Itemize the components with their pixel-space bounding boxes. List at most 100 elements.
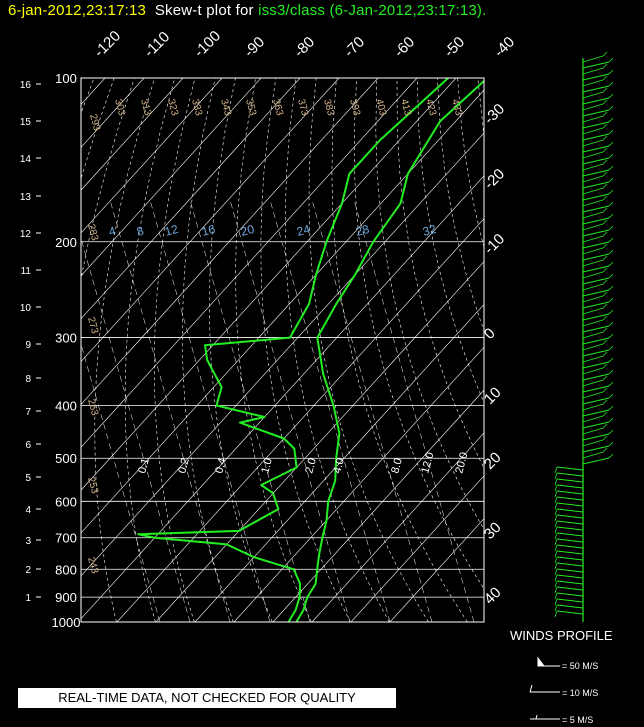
plot-label: Skew-t plot for bbox=[154, 2, 254, 19]
wind-barb-flag bbox=[608, 417, 614, 423]
wind-barb-flag bbox=[608, 69, 614, 75]
wind-barb-flag bbox=[602, 303, 608, 309]
dry-adiabat-line bbox=[579, 78, 644, 622]
wind-barb bbox=[582, 241, 610, 249]
wind-barb bbox=[556, 508, 584, 513]
dry-adiabat-label: 333 bbox=[189, 98, 204, 117]
dry-adiabat-line bbox=[182, 78, 234, 622]
wind-barb bbox=[582, 79, 604, 87]
wind-barb bbox=[556, 604, 584, 609]
wind-barb-flag bbox=[602, 375, 608, 381]
wind-barb-flag bbox=[608, 201, 614, 207]
dry-adiabat-label: 283 bbox=[85, 223, 100, 242]
mixing-ratio-line bbox=[311, 199, 433, 622]
pressure-tick-label: 600 bbox=[55, 494, 77, 509]
wind-barb-flag bbox=[602, 291, 608, 297]
profile-layer bbox=[137, 78, 484, 622]
height-tick-label: 9 bbox=[25, 340, 31, 351]
wind-barb-flag bbox=[608, 453, 614, 459]
wind-barb bbox=[556, 574, 584, 579]
wind-barb bbox=[556, 514, 584, 519]
wind-barb-flag bbox=[602, 231, 608, 237]
wind-barb bbox=[582, 199, 604, 207]
wind-barb-flag bbox=[602, 111, 608, 117]
wind-barb-flag bbox=[554, 580, 558, 588]
wind-barb-flag bbox=[602, 399, 608, 405]
wind-barb bbox=[582, 325, 610, 333]
wind-barb-flag bbox=[554, 592, 558, 600]
isotherm-right-label: -10 bbox=[481, 230, 508, 257]
wind-barb bbox=[582, 433, 610, 441]
wind-barb bbox=[582, 295, 604, 303]
isotherm-right-label: -20 bbox=[481, 165, 508, 192]
dry-adiabat-label: 313 bbox=[138, 98, 153, 117]
wind-barb-flag bbox=[554, 550, 558, 558]
wind-barb bbox=[582, 193, 610, 201]
wind-barb bbox=[556, 562, 584, 567]
wind-barb-flag bbox=[608, 405, 614, 411]
dry-adiabat-line bbox=[538, 78, 644, 622]
wind-barb-flag bbox=[602, 339, 608, 345]
wind-barb bbox=[582, 301, 610, 309]
wind-barb-flag bbox=[602, 159, 608, 165]
pressure-tick-label: 800 bbox=[55, 562, 77, 577]
height-tick-label: 2 bbox=[25, 565, 31, 576]
temperature-profile bbox=[295, 79, 484, 622]
dry-adiabat-line bbox=[477, 78, 484, 136]
isotherm-right-label: 0 bbox=[481, 325, 499, 343]
mixing-ratio-line bbox=[149, 199, 271, 622]
wind-barb-flag bbox=[602, 99, 608, 105]
mixing-ratio-line bbox=[229, 199, 351, 622]
wind-barb bbox=[556, 466, 584, 471]
wind-barb-flag bbox=[602, 351, 608, 357]
dry-adiabat-line bbox=[353, 78, 484, 590]
pressure-tick-label: 700 bbox=[55, 531, 77, 546]
height-tick-label: 14 bbox=[20, 154, 32, 165]
wind-legend-10-symbol bbox=[529, 684, 560, 693]
isotherm-line bbox=[81, 78, 340, 363]
wind-barb bbox=[582, 409, 610, 417]
wind-barb bbox=[582, 157, 610, 165]
dry-adiabat-line bbox=[375, 78, 484, 531]
wind-barb-flag bbox=[608, 153, 614, 159]
mixing-ratio-label: 28 bbox=[354, 222, 371, 239]
wind-barb-flag bbox=[608, 297, 614, 303]
pressure-lines bbox=[81, 241, 484, 598]
isotherm-line bbox=[81, 132, 484, 577]
mixing-ratio-label: 0.4 bbox=[213, 457, 229, 475]
dry-adiabat-line bbox=[235, 78, 312, 622]
dry-adiabat-line bbox=[81, 78, 95, 114]
height-tick-label: 6 bbox=[25, 440, 31, 451]
wind-barb-flag bbox=[554, 604, 558, 612]
isotherm-line bbox=[81, 78, 223, 234]
isotherm-line bbox=[81, 89, 484, 534]
wind-barb-flag bbox=[554, 514, 558, 522]
wind-barb bbox=[582, 163, 604, 171]
wind-barb bbox=[582, 265, 610, 273]
wind-barb-flag bbox=[608, 441, 614, 447]
wind-barb-flag bbox=[608, 357, 614, 363]
height-tick-label: 16 bbox=[20, 80, 32, 91]
wind-barb-flag bbox=[608, 81, 614, 87]
wind-barb bbox=[582, 361, 610, 369]
mixing-ratio-label: 32 bbox=[421, 222, 438, 239]
wind-barb bbox=[556, 490, 584, 495]
dry-adiabat-line bbox=[154, 78, 196, 622]
wind-barb bbox=[582, 175, 604, 183]
isotherm-line bbox=[81, 78, 106, 105]
wind-barb bbox=[582, 343, 604, 351]
dry-adiabat-label: 303 bbox=[112, 98, 127, 117]
height-tick-label: 5 bbox=[25, 473, 31, 484]
dry-adiabat-line bbox=[599, 78, 644, 622]
wind-barb-flag bbox=[554, 478, 558, 486]
isotherm-line bbox=[311, 432, 484, 622]
wind-barb-flag bbox=[608, 393, 614, 399]
wind-barb-flag bbox=[608, 57, 614, 63]
wind-barb-flag bbox=[608, 117, 614, 123]
isotherm-line bbox=[81, 78, 262, 277]
wind-barb-flag bbox=[608, 129, 614, 135]
wind-barb-flag bbox=[608, 309, 614, 315]
wind-barb bbox=[556, 478, 584, 483]
mixing-ratio-line bbox=[353, 199, 475, 622]
isotherm-top-label: -40 bbox=[491, 33, 518, 60]
